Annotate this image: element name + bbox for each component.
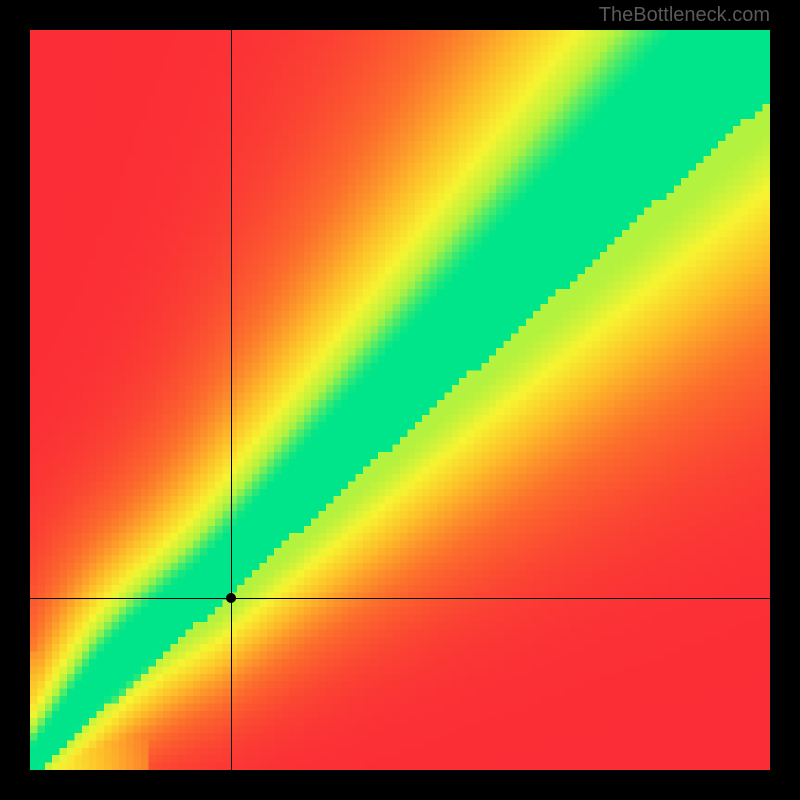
crosshair-horizontal [30, 598, 770, 599]
plot-area [30, 30, 770, 770]
watermark-text: TheBottleneck.com [599, 4, 770, 27]
crosshair-marker [226, 593, 236, 603]
crosshair-vertical [231, 30, 232, 770]
heatmap-canvas [30, 30, 770, 770]
